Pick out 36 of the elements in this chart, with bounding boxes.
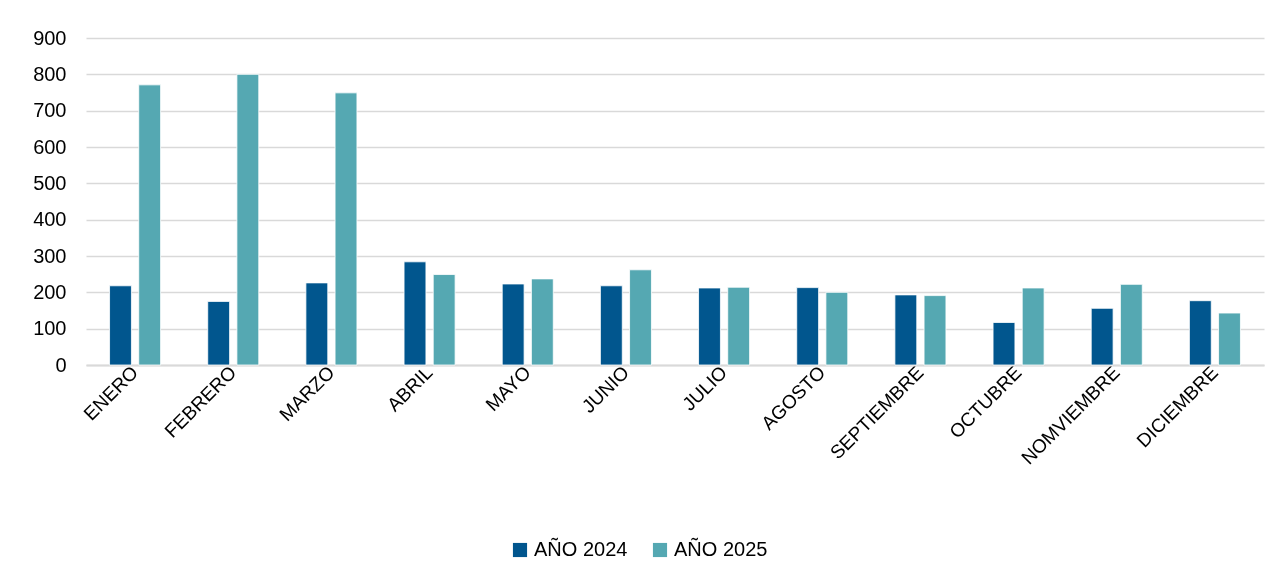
y-tick-label: 0 <box>55 353 67 376</box>
bar <box>599 285 623 366</box>
bar <box>796 287 819 366</box>
bar <box>207 301 230 366</box>
bar <box>1188 300 1212 366</box>
bar <box>1021 287 1045 366</box>
bar <box>305 282 329 366</box>
bar <box>403 261 427 366</box>
bar <box>698 287 721 366</box>
bar <box>138 84 162 366</box>
y-tick-label: 300 <box>33 244 67 267</box>
legend-label: AÑO 2025 <box>674 537 768 560</box>
bar <box>727 286 751 366</box>
y-tick-label: 200 <box>33 280 67 303</box>
y-tick-label: 100 <box>33 317 67 340</box>
bar <box>629 269 652 366</box>
legend-label: AÑO 2024 <box>534 537 628 560</box>
bar <box>894 294 918 366</box>
bar <box>923 295 947 366</box>
bar <box>992 322 1016 366</box>
bar <box>501 283 525 366</box>
bar <box>334 92 358 366</box>
bar <box>531 278 554 366</box>
bar <box>1218 312 1241 366</box>
bar <box>825 291 849 366</box>
y-tick-label: 400 <box>33 208 67 231</box>
y-tick-label: 500 <box>33 171 67 194</box>
y-tick-label: 600 <box>33 135 67 158</box>
bar <box>1120 283 1143 366</box>
y-tick-label: 900 <box>33 26 67 49</box>
y-tick-label: 800 <box>33 62 67 85</box>
bar <box>1090 307 1114 366</box>
bar <box>236 73 260 366</box>
bar <box>432 274 456 366</box>
bar <box>109 285 132 366</box>
y-tick-label: 700 <box>33 99 67 122</box>
